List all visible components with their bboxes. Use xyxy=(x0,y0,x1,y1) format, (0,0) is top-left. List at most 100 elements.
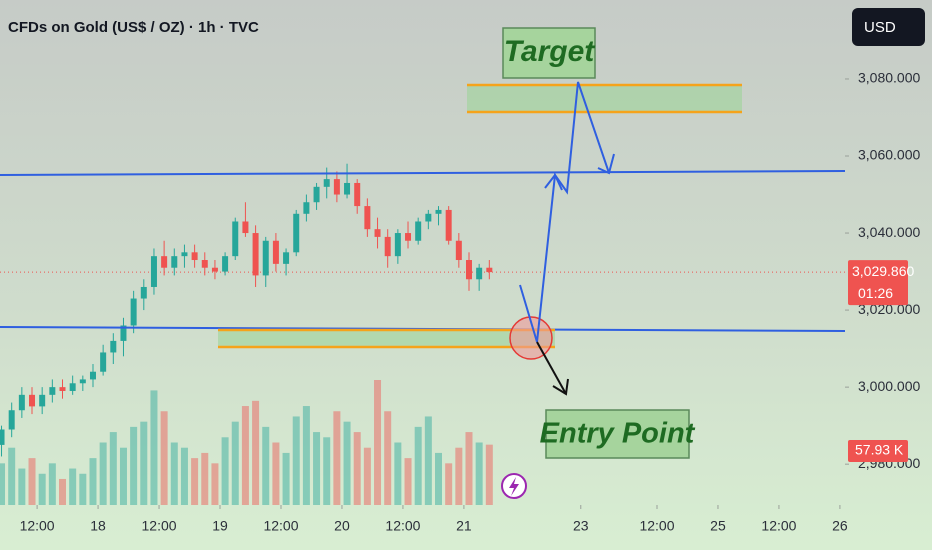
candle-body xyxy=(211,267,218,272)
volume-bar xyxy=(313,432,321,505)
volume-bar xyxy=(18,468,26,505)
lightning-bolt xyxy=(509,477,519,496)
candle-body xyxy=(69,383,76,391)
candle-body xyxy=(100,352,107,372)
candle-body xyxy=(222,256,229,272)
x-tick-label: 18 xyxy=(90,518,106,534)
volume-bar xyxy=(282,452,290,505)
volume-bar xyxy=(99,442,107,505)
volume-bar xyxy=(424,416,432,505)
candle-body xyxy=(405,233,412,241)
volume-bar xyxy=(272,442,280,505)
candle-body xyxy=(89,371,96,380)
y-tick-label: 3,080.000 xyxy=(858,70,920,86)
volume-bar xyxy=(485,444,493,505)
candle-body xyxy=(486,267,493,273)
volume-bar xyxy=(302,406,310,505)
candle-body xyxy=(130,298,137,326)
volume-bar xyxy=(343,421,351,505)
volume-bar xyxy=(38,473,46,505)
target-box xyxy=(502,27,596,79)
candle-body xyxy=(435,209,442,214)
volume-bar xyxy=(404,458,412,505)
volume-bar xyxy=(445,463,453,505)
entry-box xyxy=(545,409,690,459)
volume-bar xyxy=(475,442,483,505)
volume-tag-label: 57.93 K xyxy=(855,442,904,458)
x-tick-label: 12:00 xyxy=(385,518,420,534)
candle-body xyxy=(232,221,239,257)
volume-bar xyxy=(191,458,199,505)
candle-body xyxy=(272,240,279,264)
candle-body xyxy=(161,256,168,268)
candle-layer xyxy=(0,163,493,457)
candle-body xyxy=(384,236,391,257)
target-label: Target xyxy=(504,35,597,68)
candle-body xyxy=(140,286,147,299)
candle-body xyxy=(283,252,290,264)
volume-bar xyxy=(262,426,270,505)
arrow-head xyxy=(552,378,569,396)
candle-body xyxy=(455,240,462,261)
candle-body xyxy=(8,410,15,430)
volume-bar xyxy=(292,416,300,505)
candle-body xyxy=(59,387,66,391)
projection-path xyxy=(519,81,610,343)
candle-body xyxy=(0,429,5,445)
candle-body xyxy=(415,221,422,241)
volume-bar xyxy=(333,411,341,505)
x-tick-label: 20 xyxy=(334,518,350,534)
candle-body xyxy=(333,179,340,195)
volume-bar xyxy=(89,458,97,505)
candle-body xyxy=(262,240,269,276)
volume-bar xyxy=(221,437,229,505)
x-tick-label: 21 xyxy=(456,518,472,534)
x-tick-label: 26 xyxy=(832,518,848,534)
volume-bar xyxy=(384,411,392,505)
x-tick-label: 12:00 xyxy=(639,518,674,534)
arrow-head xyxy=(544,173,563,191)
resistance-line xyxy=(0,170,846,176)
volume-bar xyxy=(435,452,443,505)
x-tick-label: 25 xyxy=(710,518,726,534)
candle-body xyxy=(242,221,249,234)
candle-body xyxy=(120,325,127,341)
volume-bar xyxy=(241,406,249,505)
candle-body xyxy=(344,182,351,195)
candle-body xyxy=(445,209,452,241)
candle-body xyxy=(425,213,432,222)
candle-body xyxy=(394,233,401,257)
candle-body xyxy=(79,379,86,384)
y-tick-label: 3,060.000 xyxy=(858,147,920,163)
candle-body xyxy=(39,394,46,407)
entry-zone xyxy=(218,330,555,347)
volume-bar xyxy=(0,463,6,505)
last-price-tag xyxy=(848,260,908,306)
volume-bar xyxy=(69,468,77,505)
candle-body xyxy=(303,202,310,214)
volume-bar xyxy=(8,447,16,505)
volume-bar xyxy=(374,380,382,505)
y-tick-label: 3,040.000 xyxy=(858,224,920,240)
x-tick-label: 12:00 xyxy=(761,518,796,534)
grid-layer xyxy=(0,78,849,509)
candle-body xyxy=(293,213,300,253)
x-tick-label: 12:00 xyxy=(263,518,298,534)
volume-bar xyxy=(58,478,66,505)
currency-button[interactable] xyxy=(852,8,925,46)
candle-body xyxy=(49,387,56,395)
volume-bar xyxy=(119,447,127,505)
candle-body xyxy=(374,229,381,237)
volume-bar xyxy=(252,400,260,505)
entry-label: Entry Point xyxy=(540,418,696,450)
volume-bar xyxy=(79,473,87,505)
target-zone xyxy=(467,85,742,112)
candle-body xyxy=(313,186,320,203)
volume-bar xyxy=(140,421,148,505)
volume-bar xyxy=(150,390,158,505)
candle-body xyxy=(476,267,483,280)
volume-bar xyxy=(28,458,36,505)
candle-body xyxy=(252,233,259,276)
currency-label: USD xyxy=(864,19,896,36)
candle-body xyxy=(171,256,178,268)
